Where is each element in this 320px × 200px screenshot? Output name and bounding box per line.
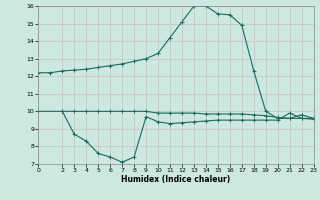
X-axis label: Humidex (Indice chaleur): Humidex (Indice chaleur) <box>121 175 231 184</box>
